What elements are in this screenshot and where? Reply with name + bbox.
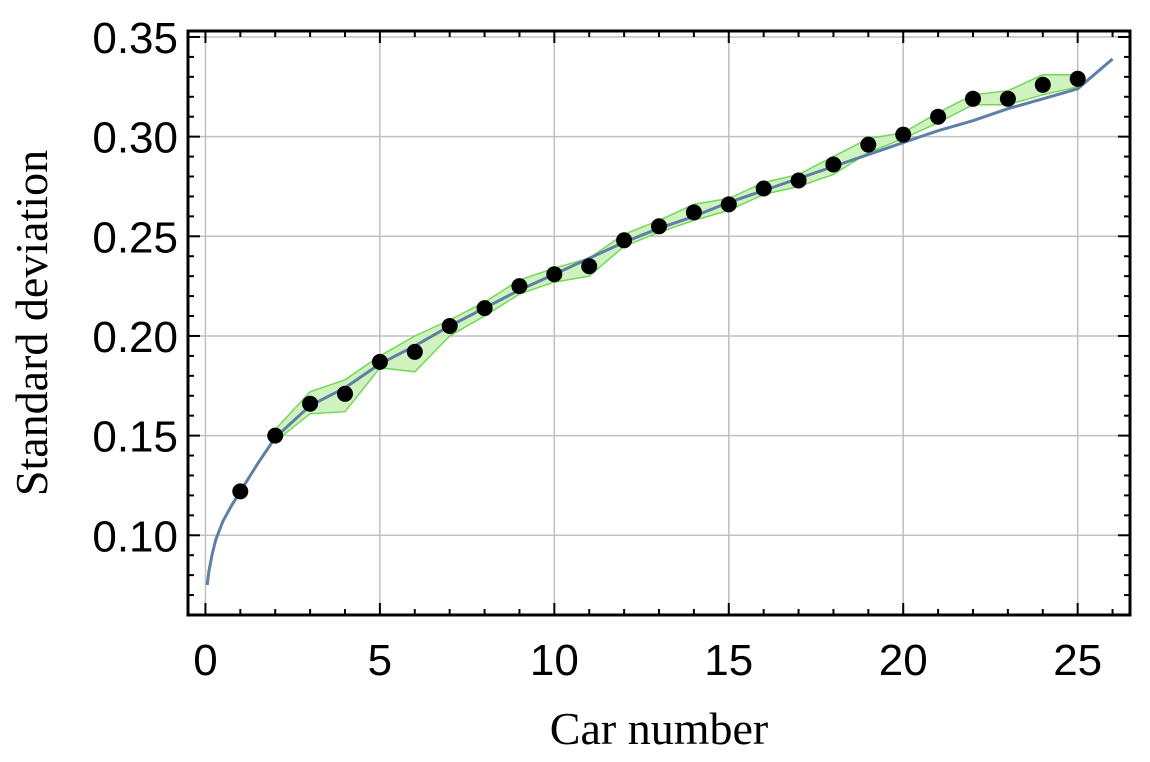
minor-ticks xyxy=(188,31,1130,615)
data-point xyxy=(546,266,563,283)
y-tick-label: 0.35 xyxy=(92,14,178,63)
x-tick-label: 15 xyxy=(704,636,753,685)
data-point xyxy=(895,126,912,143)
data-point xyxy=(860,136,877,153)
x-tick-label: 10 xyxy=(530,636,579,685)
band-upper-edge xyxy=(274,74,1078,431)
fit-curve xyxy=(205,57,1114,586)
data-point xyxy=(616,232,633,249)
band-fill xyxy=(275,74,1078,442)
y-tick-label: 0.30 xyxy=(92,114,178,163)
data-point xyxy=(1069,70,1086,87)
data-point xyxy=(302,395,319,412)
x-axis-ticks: 0 5 10 15 20 25 xyxy=(193,636,1102,685)
data-point xyxy=(371,353,388,370)
y-axis-title: Standard deviation xyxy=(6,150,57,496)
data-point xyxy=(825,156,842,173)
data-point xyxy=(232,483,249,500)
data-point xyxy=(337,385,353,402)
data-point xyxy=(581,258,598,275)
x-tick-label: 20 xyxy=(879,636,928,685)
x-tick-label: 0 xyxy=(193,636,217,685)
data-point xyxy=(720,196,737,213)
y-tick-label: 0.25 xyxy=(92,213,178,262)
data-point xyxy=(651,218,667,235)
fit-line xyxy=(205,57,1114,586)
plot-frame xyxy=(186,29,1132,617)
data-point xyxy=(511,278,528,295)
data-point xyxy=(441,318,458,334)
y-tick-label: 0.10 xyxy=(92,512,178,561)
data-point xyxy=(406,343,423,360)
data-point xyxy=(999,90,1016,107)
x-tick-label: 25 xyxy=(1053,636,1102,685)
confidence-band xyxy=(274,74,1078,443)
x-tick-label: 5 xyxy=(368,636,392,685)
data-points xyxy=(232,70,1086,500)
x-axis-title: Car number xyxy=(550,703,768,754)
y-tick-label: 0.20 xyxy=(92,313,178,362)
data-point xyxy=(965,90,981,107)
grid-lines xyxy=(188,31,1130,615)
data-point xyxy=(755,180,772,197)
data-point xyxy=(685,204,702,221)
data-point xyxy=(790,172,807,189)
band-lower-edge xyxy=(274,86,1078,443)
data-point xyxy=(930,108,947,125)
y-axis-ticks: 0.10 0.15 0.20 0.25 0.30 0.35 xyxy=(92,14,178,561)
data-point xyxy=(476,300,493,317)
data-point xyxy=(1034,76,1051,93)
y-tick-label: 0.15 xyxy=(92,413,178,462)
data-point xyxy=(267,427,284,444)
